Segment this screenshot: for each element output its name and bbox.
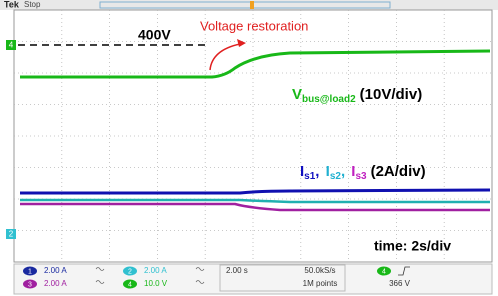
separator: , (315, 163, 319, 180)
channel-scale: 2.00 A (44, 266, 67, 275)
oscilloscope: Tek Stop 400V Voltage restoration Vbus@l… (0, 0, 498, 296)
event-label: Voltage restoration (200, 18, 308, 33)
channel-number: 4 (128, 281, 132, 288)
status: Stop (24, 0, 41, 9)
scale: (2A/div) (371, 163, 426, 180)
channel-number: 1 (28, 268, 32, 275)
subscript: bus@load2 (302, 94, 356, 105)
reference-label: 400V (138, 27, 171, 43)
page: {"header": {"brand": "Tek", "status": "S… (0, 0, 498, 296)
symbol: V (292, 86, 302, 103)
subscript: s2 (330, 171, 342, 182)
status-bar (14, 264, 492, 294)
channel-scale: 2.00 A (44, 279, 67, 288)
trigger-level: 366 V (389, 279, 411, 288)
separator: , (341, 163, 345, 180)
subscript: s3 (355, 171, 367, 182)
brand: Tek (4, 0, 20, 9)
marker-label: 2 (9, 230, 14, 239)
marker-label: 4 (9, 41, 14, 50)
channel-scale: 2.00 A (144, 266, 167, 275)
channel-number: 2 (128, 268, 132, 275)
channel-scale: 10.0 V (144, 279, 168, 288)
time-label: time: 2s/div (374, 238, 451, 254)
sample-rate: 50.0kS/s (304, 266, 335, 275)
channel-number: 3 (28, 281, 32, 288)
trigger-position (250, 1, 254, 9)
record-length: 1M points (303, 279, 338, 288)
trigger-channel: 4 (382, 268, 386, 275)
screen (14, 10, 492, 262)
subscript: s1 (304, 171, 316, 182)
timebase: 2.00 s (226, 266, 248, 275)
scale: (10V/div) (360, 86, 423, 103)
